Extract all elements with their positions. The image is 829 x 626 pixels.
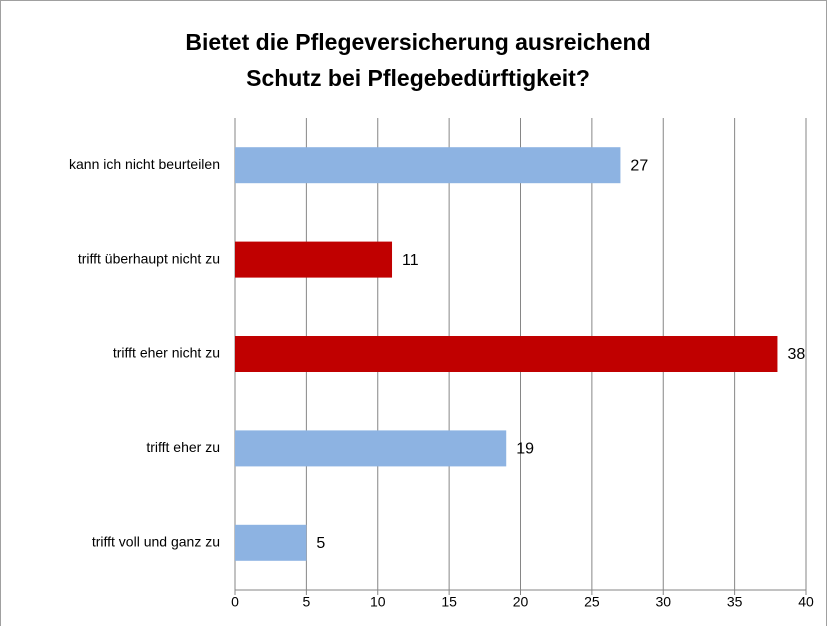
y-tick-label: trifft eher zu — [146, 439, 220, 455]
data-label: 11 — [402, 252, 419, 269]
x-tick-label: 10 — [370, 594, 386, 610]
y-tick-label: trifft voll und ganz zu — [92, 534, 220, 550]
data-label: 38 — [787, 346, 805, 363]
chart-title: Schutz bei Pflegebedürftigkeit? — [246, 65, 590, 91]
data-label: 5 — [316, 535, 325, 552]
x-tick-label: 15 — [441, 594, 457, 610]
x-tick-label: 0 — [231, 594, 239, 610]
chart-title: Bietet die Pflegeversicherung ausreichen… — [185, 29, 650, 55]
y-tick-label: trifft überhaupt nicht zu — [78, 250, 220, 266]
y-tick-label: trifft eher nicht zu — [113, 345, 220, 361]
bar — [235, 524, 307, 561]
bar — [235, 147, 621, 184]
x-tick-label: 5 — [302, 594, 310, 610]
data-label: 19 — [516, 441, 534, 458]
x-tick-label: 35 — [727, 594, 743, 610]
bar — [235, 336, 778, 372]
bar — [235, 430, 507, 467]
x-tick-label: 40 — [798, 594, 814, 610]
y-tick-label: kann ich nicht beurteilen — [69, 156, 220, 172]
x-tick-label: 30 — [655, 594, 671, 610]
data-label: 27 — [630, 157, 648, 174]
x-tick-label: 25 — [584, 594, 600, 610]
x-tick-label: 20 — [513, 594, 529, 610]
bar — [235, 241, 393, 278]
